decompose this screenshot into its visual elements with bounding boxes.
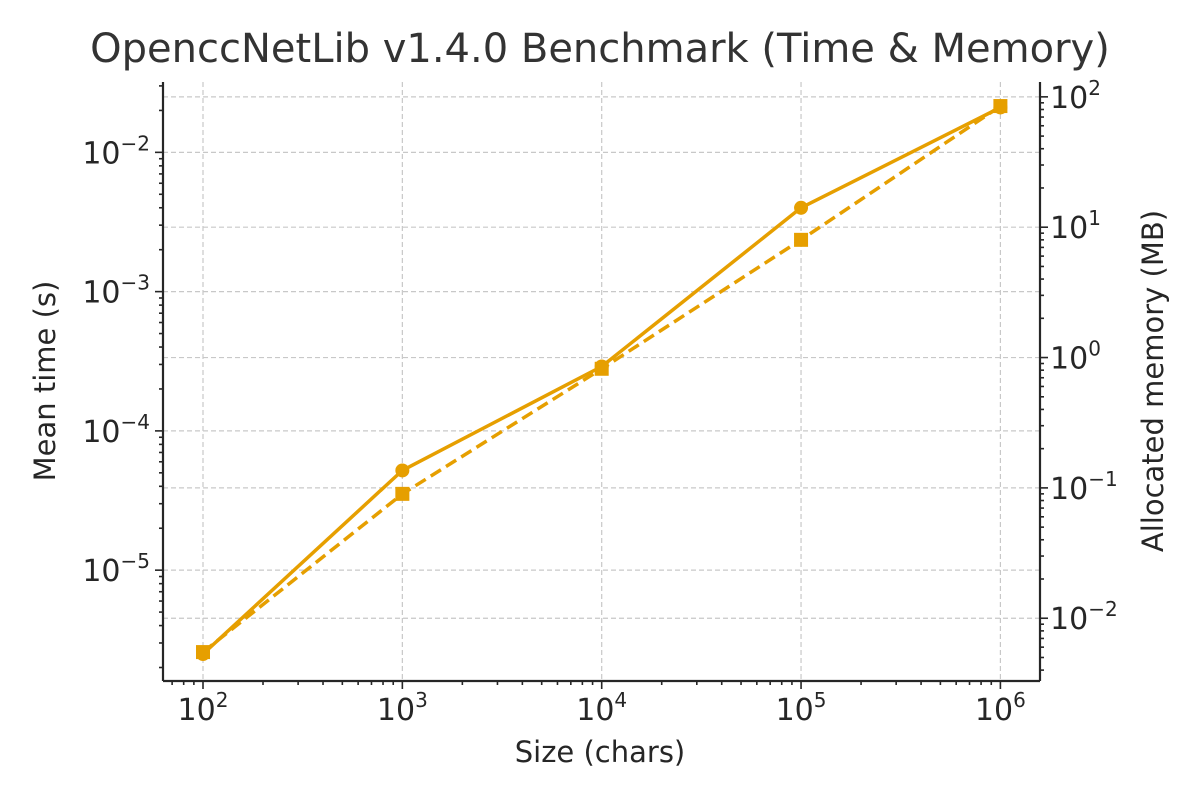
- y-left-tick-label: 10−3: [82, 271, 150, 311]
- y-left-tick-label: 10−5: [82, 549, 150, 589]
- x-tick-label: 105: [776, 688, 827, 728]
- series-1-point: [395, 463, 410, 478]
- grid: [163, 82, 1040, 681]
- x-tick-label: 106: [975, 688, 1026, 728]
- y-right-tick-label: 10−1: [1050, 467, 1118, 507]
- x-tick-label: 102: [178, 688, 229, 728]
- series-2-point: [794, 232, 809, 247]
- y-left-axis-label: Mean time (s): [28, 281, 62, 482]
- series-2-point: [594, 361, 609, 376]
- y-right-axis-label: Allocated memory (MB): [1136, 210, 1170, 552]
- x-axis-label: Size (chars): [515, 735, 686, 769]
- series-2-point: [993, 99, 1008, 114]
- series: [196, 99, 1008, 662]
- x-tick-label: 104: [576, 688, 627, 728]
- series-2-point: [395, 486, 410, 501]
- y-right-tick-label: 100: [1050, 337, 1101, 377]
- y-right-tick-label: 10−2: [1050, 597, 1118, 637]
- series-1-point: [794, 200, 809, 215]
- y-right-tick-label: 102: [1050, 76, 1101, 116]
- x-tick-label: 103: [377, 688, 428, 728]
- y-right-tick-label: 101: [1050, 206, 1101, 246]
- y-left-tick-label: 10−2: [82, 131, 150, 171]
- ticks: 102 103 104 105 106 10−5 10−4 10−3 10−2 10−2 10−1 1…: [82, 76, 1117, 728]
- y-left-tick-label: 10−4: [82, 410, 150, 450]
- series-2-point: [196, 645, 211, 660]
- chart-title: OpenccNetLib v1.4.0 Benchmark (Time & Me…: [90, 26, 1110, 72]
